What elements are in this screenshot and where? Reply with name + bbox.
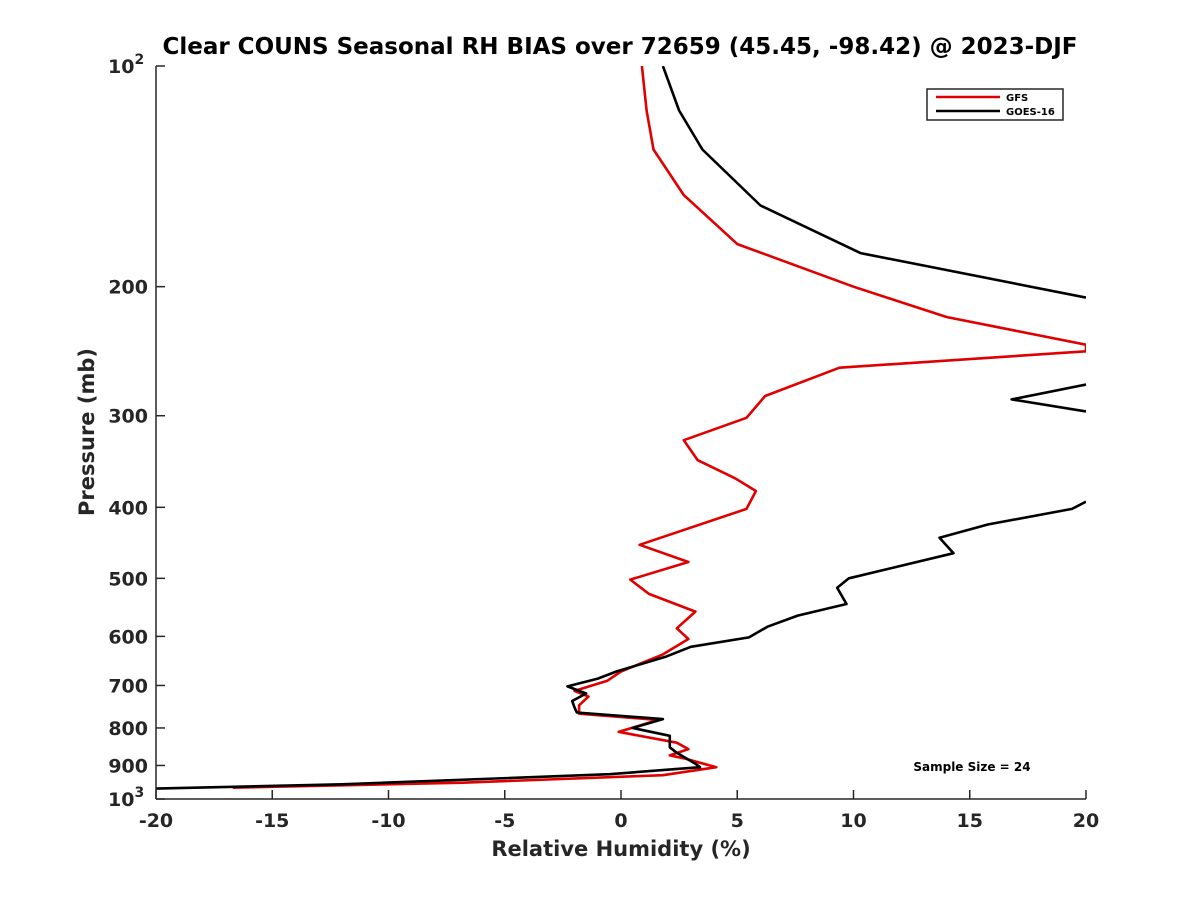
legend-label-gfs: GFS xyxy=(1006,93,1028,104)
x-tick-label: 10 xyxy=(840,810,866,832)
x-tick-label: 15 xyxy=(957,810,983,832)
y-tick-label: 103 xyxy=(108,785,144,811)
series-layer xyxy=(156,66,1086,790)
y-tick-label: 600 xyxy=(108,626,148,648)
plot-area xyxy=(156,66,1086,799)
y-tick-label: 700 xyxy=(108,675,148,697)
legend-label-goes16: GOES-16 xyxy=(1006,107,1055,118)
y-axis-ticks: 102 200 300 400 500 600 700 800 900 103 xyxy=(108,52,165,811)
x-tick-label: -10 xyxy=(371,810,405,832)
y-axis-label: Pressure (mb) xyxy=(75,348,99,516)
y-tick-label: 200 xyxy=(108,277,148,299)
x-tick-label: -15 xyxy=(255,810,289,832)
x-axis-ticks: -20 -15 -10 -5 0 5 10 15 20 xyxy=(139,790,1099,832)
y-tick-label: 500 xyxy=(108,568,148,590)
y-tick-label: 800 xyxy=(108,718,148,740)
x-tick-label: 0 xyxy=(614,810,627,832)
x-tick-label: 20 xyxy=(1073,810,1099,832)
x-tick-label: -20 xyxy=(139,810,173,832)
y-tick-label: 900 xyxy=(108,755,148,777)
y-tick-label: 400 xyxy=(108,497,148,519)
x-tick-label: 5 xyxy=(731,810,744,832)
series-line-gfs xyxy=(232,66,1086,789)
y-tick-label: 102 xyxy=(108,52,144,78)
x-axis-label: Relative Humidity (%) xyxy=(491,837,750,861)
sample-size-annotation: Sample Size = 24 xyxy=(913,760,1030,774)
legend-box xyxy=(926,88,1064,121)
x-tick-label: -5 xyxy=(494,810,515,832)
y-tick-label: 300 xyxy=(108,406,148,428)
chart-title: Clear COUNS Seasonal RH BIAS over 72659 … xyxy=(162,34,1077,60)
legend: GFS GOES-16 xyxy=(926,88,1064,121)
series-line-goes-16 xyxy=(156,66,1086,790)
